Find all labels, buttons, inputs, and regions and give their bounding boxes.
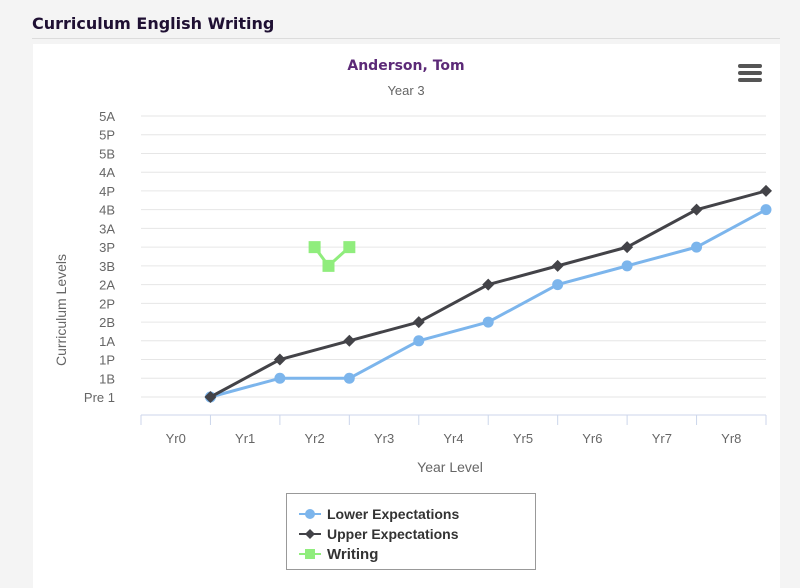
diamond-marker-icon	[299, 529, 321, 539]
y-axis-title: Curriculum Levels	[53, 254, 69, 366]
y-tick-label: Pre 1	[84, 390, 115, 405]
data-point[interactable]	[308, 241, 321, 254]
legend-label: Upper Expectations	[327, 526, 459, 542]
data-point[interactable]	[691, 241, 703, 253]
chart-card: Anderson, Tom Year 3 Curriculum Levels Y…	[33, 44, 780, 588]
data-point[interactable]	[412, 316, 425, 329]
series-layer	[204, 184, 772, 403]
y-tick-label: 2P	[99, 296, 115, 311]
y-tick-label: 1P	[99, 353, 115, 368]
y-tick-label: 3B	[99, 259, 115, 274]
legend-label: Writing	[327, 545, 379, 563]
y-tick-label: 2B	[99, 315, 115, 330]
panel-divider	[32, 38, 780, 39]
x-tick-label: Yr0	[166, 431, 186, 446]
data-point[interactable]	[482, 316, 494, 328]
y-tick-label: 1B	[99, 371, 115, 386]
x-axis-title: Year Level	[417, 459, 483, 475]
legend-item-lower-expectations[interactable]: Lower Expectations	[299, 504, 535, 524]
chart-title: Anderson, Tom	[347, 58, 464, 74]
legend-item-writing[interactable]: Writing	[299, 544, 535, 564]
grid-lines	[141, 115, 766, 398]
y-tick-label: 3A	[99, 221, 115, 236]
y-tick-label: 4B	[99, 203, 115, 218]
legend-label: Lower Expectations	[327, 506, 460, 522]
data-point[interactable]	[343, 372, 355, 384]
data-point[interactable]	[690, 203, 703, 216]
data-point[interactable]	[760, 204, 772, 216]
data-point[interactable]	[552, 279, 564, 291]
y-tick-label: 2A	[99, 278, 115, 293]
y-tick-label: 3P	[99, 240, 115, 255]
data-point[interactable]	[343, 241, 356, 254]
x-tick-label: Yr3	[374, 431, 394, 446]
series-line-upper-expectations	[209, 189, 767, 399]
line-chart: Anderson, Tom Year 3 Curriculum Levels Y…	[53, 58, 772, 475]
x-tick-label: Yr4	[443, 431, 463, 446]
circle-marker-icon	[299, 509, 321, 519]
chart-subtitle: Year 3	[387, 83, 424, 98]
axes: Pre 1 1B 1P 1A 2B 2P 2A 3B 3P 3A 4B 4P 4A 5B 5P 5A Yr0 Yr…	[84, 109, 767, 446]
data-point[interactable]	[413, 335, 425, 347]
x-tick-label: Yr6	[582, 431, 602, 446]
y-tick-label: 1A	[99, 334, 115, 349]
y-tick-label: 4P	[99, 184, 115, 199]
data-point[interactable]	[273, 353, 286, 366]
data-point[interactable]	[621, 260, 633, 272]
data-point[interactable]	[621, 241, 634, 254]
data-point[interactable]	[322, 259, 335, 272]
x-tick-label: Yr7	[652, 431, 672, 446]
legend-item-upper-expectations[interactable]: Upper Expectations	[299, 524, 535, 544]
x-tick-label: Yr2	[304, 431, 324, 446]
panel-title: Curriculum English Writing	[32, 14, 275, 33]
data-point[interactable]	[551, 259, 564, 272]
y-tick-label: 5P	[99, 128, 115, 143]
square-marker-icon	[299, 549, 321, 559]
data-point[interactable]	[204, 391, 217, 403]
x-tick-label: Yr1	[235, 431, 255, 446]
data-point[interactable]	[343, 334, 356, 347]
data-point[interactable]	[274, 372, 286, 384]
y-tick-label: 5A	[99, 109, 115, 124]
data-point[interactable]	[760, 184, 772, 197]
y-tick-label: 4A	[99, 165, 115, 180]
hamburger-menu-icon[interactable]	[738, 64, 762, 82]
y-tick-label: 5B	[99, 146, 115, 161]
x-tick-label: Yr8	[721, 431, 741, 446]
chart-legend: Lower Expectations Upper Expectations Wr…	[286, 493, 536, 570]
x-tick-label: Yr5	[513, 431, 533, 446]
data-point[interactable]	[482, 278, 495, 291]
